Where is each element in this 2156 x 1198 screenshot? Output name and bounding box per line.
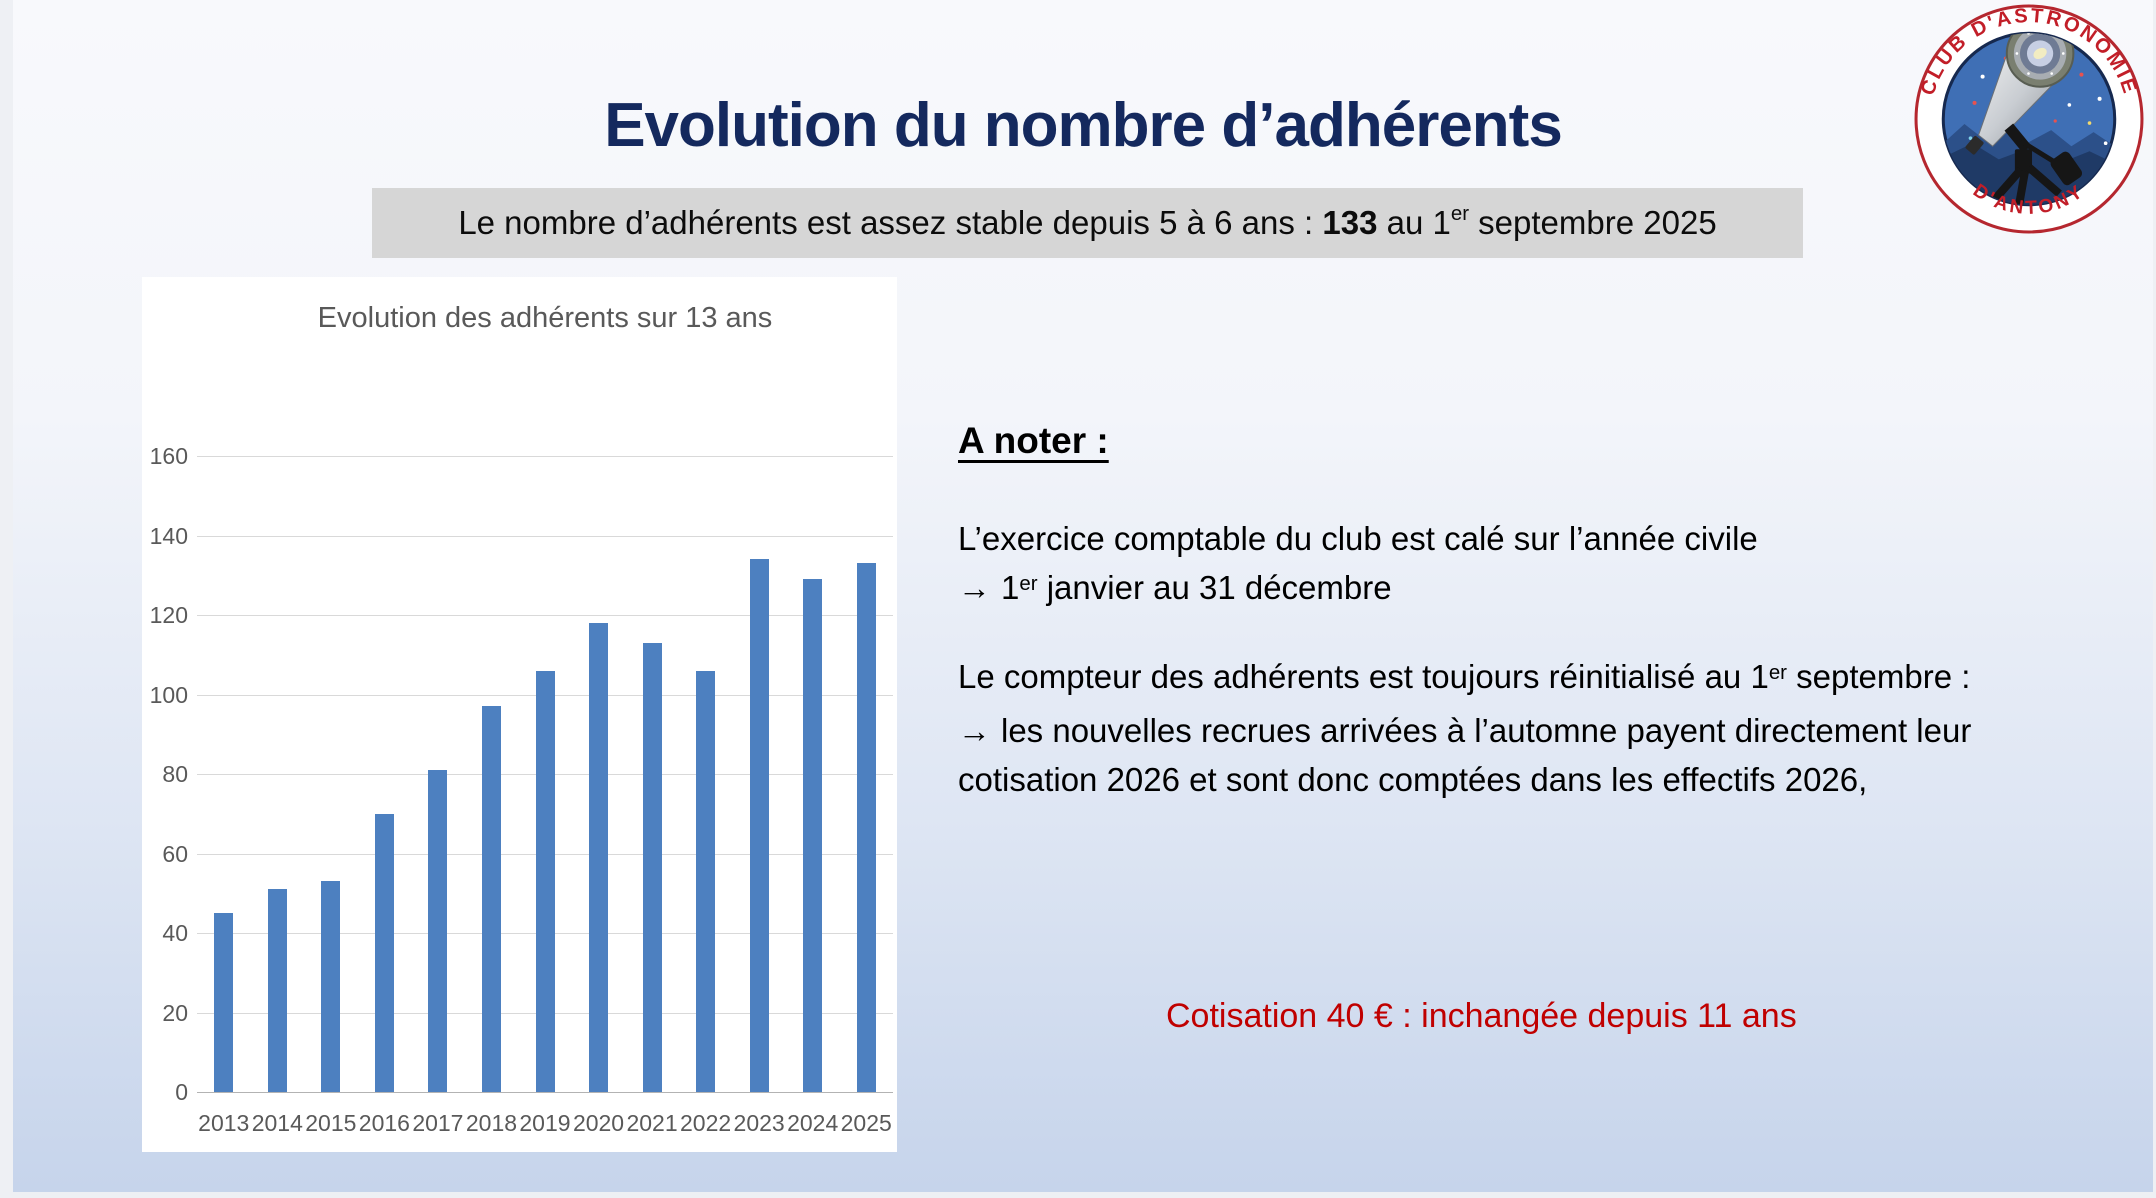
note-text: Le compteur des adhérents est toujours r… [958,658,1769,695]
note-paragraph-fiscal-year: L’exercice comptable du club est calé su… [958,514,1758,617]
x-axis-label-2019: 2019 [519,1110,571,1136]
x-axis-label-2022: 2022 [680,1110,732,1136]
members-bar-chart: Evolution des adhérents sur 13 ans 0 20 40… [142,277,897,1152]
bar-2025 [856,563,876,1092]
note-line: → les nouvelles recrues arrivées à l’auto… [958,706,1971,755]
banner-text-suffix: septembre 2025 [1469,204,1717,241]
bar-2024 [803,579,823,1092]
note-text: janvier au 31 décembre [1037,569,1392,606]
x-axis-label-2018: 2018 [465,1110,518,1136]
note-text: 1 [1001,569,1020,606]
note-superscript: er [1019,571,1038,595]
note-line: → 1er janvier au 31 décembre [958,563,1758,617]
y-axis-label-100: 100 [149,681,188,708]
arrow-icon: → [958,569,991,606]
note-line: Le compteur des adhérents est toujours r… [958,652,1971,706]
bar-2021 [642,642,662,1092]
x-axis-label-2024: 2024 [787,1110,839,1136]
x-axis-label-2025: 2025 [840,1110,892,1136]
x-axis-label-2015: 2015 [305,1110,357,1136]
club-astronomie-antony-logo: CLUB D'ASTRONOMIE D'ANTONY [1914,4,2144,234]
x-axis-label-2016: 2016 [358,1110,410,1136]
x-axis-label-2013: 2013 [198,1110,250,1136]
x-axis-label-2014: 2014 [251,1110,303,1136]
bar-2017 [428,770,448,1092]
banner-superscript: er [1450,201,1470,225]
banner-text-mid: au 1 [1377,204,1451,241]
bar-2015 [321,881,341,1092]
bar-2018 [481,706,501,1092]
banner-text-prefix: Le nombre d’adhérents est assez stable d… [458,204,1323,241]
page-title: Evolution du nombre d’adhérents [604,91,1563,160]
y-axis-label-0: 0 [175,1079,188,1105]
note-text: cotisation 2026 et sont donc comptées da… [958,761,1868,798]
y-axis-label-20: 20 [162,999,188,1026]
logo-scene [1943,33,2115,205]
chart-title: Evolution des adhérents sur 13 ans [317,302,773,334]
note-line: cotisation 2026 et sont donc comptées da… [958,755,1971,804]
y-axis-label-80: 80 [162,761,188,787]
note-paragraph-member-counter: Le compteur des adhérents est toujours r… [958,652,1971,804]
x-axis-label-2017: 2017 [412,1110,464,1136]
note-text: septembre : [1787,658,1971,695]
note-line: L’exercice comptable du club est calé su… [958,514,1758,563]
member-count: 133 [1322,204,1378,241]
y-axis-label-140: 140 [149,522,188,549]
gridline-0 [197,1092,893,1093]
x-axis-label-2023: 2023 [733,1110,785,1136]
bar-2013 [214,913,234,1092]
note-superscript: er [1768,660,1787,684]
presentation-slide: Evolution du nombre d’adhérents Le nombr… [13,0,2153,1192]
gridline-160 [197,456,893,457]
note-text: les nouvelles recrues arrivées à l’autom… [1001,712,1972,749]
x-axis-label-2021: 2021 [626,1110,678,1136]
y-axis-label-120: 120 [149,602,188,628]
y-axis-label-40: 40 [162,920,188,946]
membership-fee-note: Cotisation 40 € : inchangée depuis 11 an… [1166,997,1797,1035]
bar-2016 [374,813,394,1092]
y-axis-label-160: 160 [149,443,188,469]
summary-banner: Le nombre d’adhérents est assez stable d… [372,188,1803,258]
bar-2022 [696,670,716,1092]
note-text: L’exercice comptable du club est calé su… [958,520,1758,557]
bar-2014 [267,889,287,1092]
bar-2023 [749,559,769,1092]
gridline-120 [197,615,893,616]
notes-heading: A noter : [958,420,1109,461]
gridline-140 [197,535,893,537]
bar-2019 [535,670,555,1092]
y-axis-label-60: 60 [162,840,188,867]
arrow-icon: → [958,712,991,749]
x-axis-label-2020: 2020 [572,1110,625,1136]
bar-2020 [589,622,609,1092]
